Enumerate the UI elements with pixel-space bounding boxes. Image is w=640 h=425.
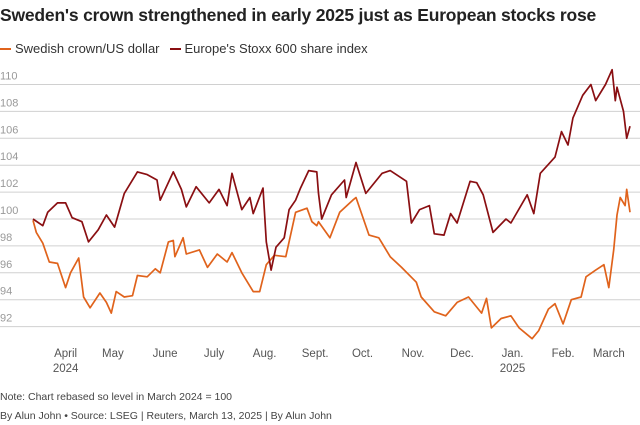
legend: Swedish crown/US dollar Europe's Stoxx 6…: [0, 41, 368, 56]
legend-item-stoxx: Europe's Stoxx 600 share index: [169, 41, 368, 56]
legend-item-crown: Swedish crown/US dollar: [0, 41, 160, 56]
legend-swatch-crown: [0, 47, 11, 50]
y-tick-label: 100: [0, 205, 18, 217]
y-tick-label: 102: [0, 178, 18, 190]
y-tick-label: 110: [0, 71, 18, 83]
y-tick-label: 98: [0, 232, 12, 244]
byline: By Alun John • Source: LSEG | Reuters, M…: [0, 410, 332, 422]
x-tick-label: Jan.: [502, 348, 524, 360]
y-tick-label: 96: [0, 259, 12, 271]
x-tick-label: March: [593, 348, 625, 360]
x-tick-label: Feb.: [552, 348, 575, 360]
series-line-crown: [32, 188, 631, 340]
x-tick-year: 2025: [500, 363, 526, 375]
y-tick-label: 92: [0, 313, 12, 325]
x-tick-label: Sept.: [302, 348, 329, 360]
x-tick-year: 2024: [53, 363, 79, 375]
x-tick-label: Aug.: [253, 348, 277, 360]
x-tick-label: June: [153, 348, 178, 360]
y-tick-label: 106: [0, 124, 18, 136]
legend-label-crown: Swedish crown/US dollar: [15, 41, 160, 56]
x-tick-label: Oct.: [352, 348, 373, 360]
series-line-stoxx: [32, 68, 631, 271]
y-tick-label: 94: [0, 286, 12, 298]
x-tick-label: Nov.: [402, 348, 425, 360]
x-tick-label: April: [54, 348, 77, 360]
y-tick-label: 104: [0, 151, 18, 163]
legend-label-stoxx: Europe's Stoxx 600 share index: [184, 41, 368, 56]
chart-title: Sweden's crown strengthened in early 202…: [0, 5, 597, 25]
x-tick-label: Dec.: [450, 348, 474, 360]
y-tick-label: 108: [0, 97, 18, 109]
x-tick-label: May: [102, 348, 124, 360]
x-tick-label: July: [204, 348, 225, 360]
legend-swatch-stoxx: [169, 47, 181, 50]
chart-note: Note: Chart rebased so level in March 20…: [0, 391, 233, 403]
